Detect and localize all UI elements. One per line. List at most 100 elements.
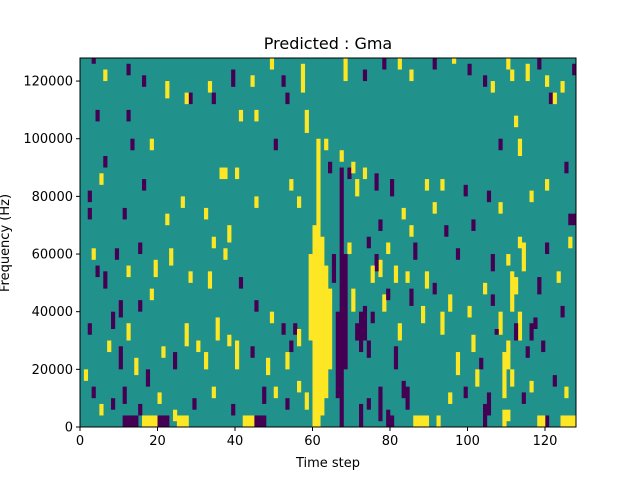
heatmap-cell: [331, 254, 337, 283]
heatmap-cell: [421, 415, 426, 427]
heatmap-cell: [254, 300, 259, 312]
heatmap-cell: [355, 179, 360, 197]
heatmap-cell: [297, 196, 302, 208]
x-tick-label: 40: [227, 434, 244, 449]
heatmap-cell: [568, 415, 573, 427]
heatmap-cell: [370, 265, 375, 283]
heatmap-cell: [521, 242, 526, 272]
heatmap-cell: [486, 190, 492, 203]
x-tick-label: 0: [76, 434, 84, 449]
heatmap-cell: [262, 386, 267, 404]
heatmap-cell: [122, 207, 127, 220]
heatmap-cell: [517, 236, 523, 249]
heatmap-cell: [514, 277, 519, 295]
heatmap-cell: [328, 288, 333, 370]
heatmap-cell: [432, 58, 437, 70]
heatmap-cell: [312, 225, 317, 427]
heatmap-cell: [529, 190, 534, 203]
y-tick-label: 20000: [32, 363, 73, 378]
y-tick-label: 120000: [23, 75, 73, 90]
heatmap-cell: [211, 92, 216, 105]
x-tick-label: 80: [382, 434, 399, 449]
heatmap-cell: [145, 369, 151, 387]
heatmap-cell: [320, 236, 325, 416]
heatmap-cell: [506, 254, 511, 266]
heatmap-cell: [545, 179, 550, 191]
heatmap-cell: [347, 242, 352, 255]
heatmap-cell: [545, 415, 550, 427]
heatmap-cell: [254, 415, 259, 427]
heatmap-cell: [188, 271, 193, 283]
heatmap-cell: [188, 92, 193, 105]
heatmap-cell: [254, 196, 259, 208]
heatmap-cell: [424, 179, 430, 191]
heatmap-cell: [126, 265, 131, 278]
heatmap-cell: [378, 386, 383, 422]
heatmap-cell: [393, 265, 399, 283]
heatmap-cell: [483, 75, 488, 87]
heatmap-cell: [304, 109, 309, 133]
heatmap-cell: [362, 305, 368, 341]
heatmap-cell: [103, 271, 108, 289]
heatmap-cell: [281, 323, 286, 335]
heatmap-cell: [254, 109, 259, 122]
heatmap-cell: [242, 415, 247, 427]
heatmap-cell: [494, 328, 499, 335]
heatmap-cell: [397, 58, 402, 70]
heatmap-cell: [149, 288, 154, 301]
heatmap-cell: [560, 305, 565, 318]
heatmap-cell: [111, 398, 116, 410]
heatmap-cell: [455, 248, 461, 260]
heatmap-cell: [498, 138, 503, 151]
heatmap-cell: [529, 323, 534, 341]
heatmap-cell: [560, 415, 565, 427]
heatmap-cell: [289, 179, 294, 191]
heatmap-cell: [335, 311, 340, 399]
heatmap-cell: [556, 271, 561, 283]
heatmap-cell: [552, 375, 557, 387]
heatmap-cell: [436, 415, 441, 427]
heatmap-cell: [83, 369, 89, 381]
heatmap-cell: [126, 323, 131, 341]
heatmap-cell: [517, 138, 523, 157]
heatmap-cell: [184, 92, 189, 105]
heatmap-cell: [405, 271, 410, 283]
heatmap-cell: [196, 340, 201, 353]
heatmap-cell: [401, 380, 406, 399]
y-axis-ticks: 0 20000 40000 60000 80000 100000 120000: [23, 75, 80, 436]
heatmap-plot-area: [79, 57, 577, 428]
heatmap-cell: [126, 415, 131, 427]
heatmap-cell: [351, 161, 356, 174]
heatmap-cell: [165, 213, 170, 226]
chart-title: Predicted : Gma: [264, 34, 392, 53]
heatmap-cell: [87, 323, 92, 335]
heatmap-cell: [192, 398, 197, 410]
heatmap-cell: [343, 58, 348, 82]
heatmap-cell: [502, 409, 507, 427]
heatmap-cell: [95, 265, 100, 278]
heatmap-cell: [475, 369, 480, 387]
heatmap-cell: [308, 254, 313, 341]
heatmap-cell: [142, 75, 147, 87]
heatmap-cell: [386, 288, 391, 301]
heatmap-cell: [184, 415, 189, 427]
heatmap-cell: [258, 415, 263, 427]
heatmap-cell: [483, 403, 488, 427]
heatmap-cell: [223, 248, 228, 260]
heatmap-cell: [448, 392, 453, 404]
heatmap-cell: [134, 357, 139, 376]
heatmap-cell: [463, 184, 468, 197]
heatmap-cell: [138, 300, 143, 312]
heatmap-cell: [91, 58, 96, 64]
heatmap-cell: [153, 259, 158, 278]
heatmap-cell: [498, 202, 503, 214]
heatmap-cell: [118, 346, 123, 370]
heatmap-cell: [525, 346, 530, 358]
heatmap-cell: [165, 81, 170, 99]
heatmap-cell: [161, 415, 166, 427]
heatmap-cell: [269, 311, 275, 324]
plot-frame: [79, 57, 577, 428]
heatmap-cell: [304, 392, 309, 410]
heatmap-cell: [483, 282, 488, 295]
